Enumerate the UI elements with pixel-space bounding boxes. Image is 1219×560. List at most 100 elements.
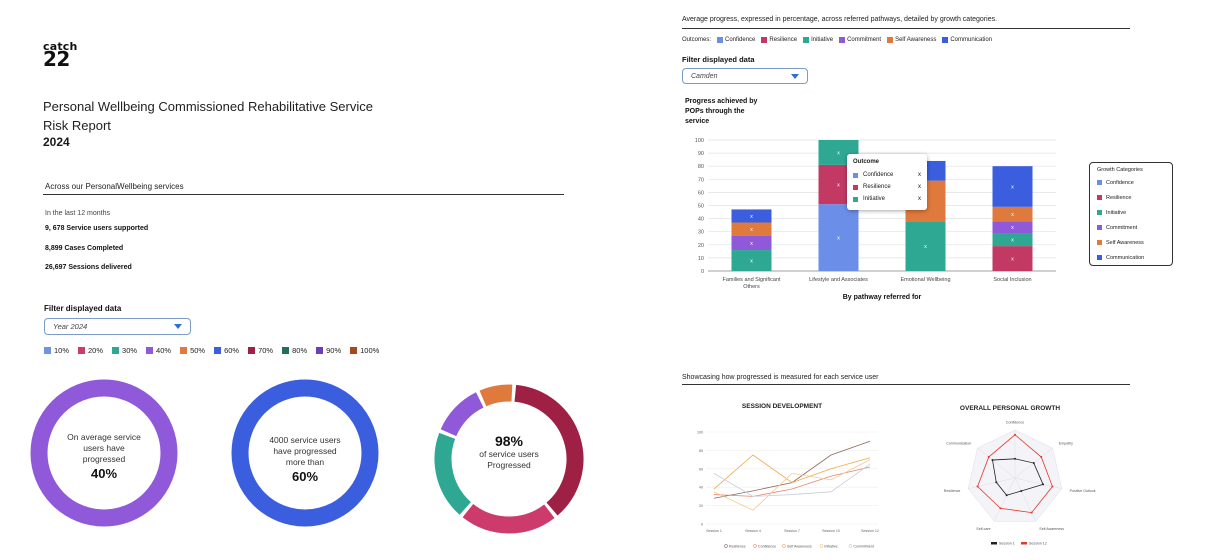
pct-legend-label: 50% (190, 346, 206, 355)
line-legend-marker (724, 544, 728, 548)
growth-legend-label: Initiative (1106, 209, 1127, 216)
bar-chart-title-line: POPs through the (685, 108, 745, 115)
bar-chart-title-line: service (685, 118, 709, 125)
pct-legend-item: 10% (44, 346, 69, 355)
bar-x-tick: Lifestyle and Associates (809, 277, 868, 283)
legend-swatch (180, 347, 188, 354)
bar-segment[interactable] (818, 204, 859, 271)
donut-average-value: 40% (90, 466, 118, 481)
bar-segment[interactable] (992, 206, 1033, 222)
growth-legend-item: Commitment (1097, 220, 1165, 235)
outcomes-label: Outcomes: (682, 37, 712, 43)
radar-axis-label: Confidence (1006, 421, 1024, 425)
tooltip-row-mark: x (918, 196, 921, 202)
line-series (713, 440, 871, 499)
legend-swatch (803, 37, 810, 43)
bar-x-tick: Emotional Wellbeing (900, 277, 950, 283)
line-series (713, 454, 871, 490)
pct-legend-item: 100% (350, 346, 379, 355)
bar-y-tick: 20 (698, 243, 704, 249)
growth-legend-label: Confidence (1106, 179, 1134, 186)
bar-segment-mark: x (1011, 185, 1014, 191)
chevron-down-icon (791, 73, 799, 79)
line-series (713, 459, 871, 511)
donut-users-value: 60% (291, 469, 319, 484)
donut-progressed-text-1: of service users (479, 449, 539, 459)
pct-legend-label: 100% (360, 346, 380, 355)
radar-point (1040, 456, 1043, 459)
legend-swatch (853, 172, 858, 178)
bar-y-tick: 40 (698, 217, 704, 223)
pct-legend-item: 80% (282, 346, 307, 355)
report-title-line-1: Personal Wellbeing Commissioned Rehabili… (43, 99, 373, 114)
line-legend-label: Self Awareness (787, 544, 812, 548)
legend-swatch (1097, 210, 1102, 215)
radar-legend-swatch (991, 542, 997, 545)
radar-point (999, 507, 1002, 510)
pathway-divider (682, 28, 1130, 29)
pct-legend-item: 50% (180, 346, 205, 355)
legend-swatch (761, 37, 768, 43)
bar-segment[interactable] (731, 250, 772, 271)
bar-segment[interactable] (992, 166, 1033, 207)
radar-point (1051, 485, 1054, 488)
legend-swatch (1097, 240, 1102, 245)
bar-segment[interactable] (731, 235, 772, 251)
growth-legend-label: Communication (1106, 254, 1145, 261)
summary-heading: Across our PersonalWellbeing services (45, 182, 184, 191)
bar-x-tick: Others (743, 284, 760, 290)
bar-segment[interactable] (992, 221, 1033, 234)
bar-segment[interactable] (731, 209, 772, 223)
outcome-legend-item: Initiative (803, 37, 833, 43)
donut-average-text-2: users have (83, 443, 125, 453)
radar-axis-label: Self-care (976, 527, 990, 531)
growth-legend-title: Growth Categories (1097, 167, 1143, 173)
legend-swatch (1097, 195, 1102, 200)
bar-x-tick: Social Inclusion (993, 277, 1031, 283)
outcome-legend-label: Communication (950, 37, 993, 43)
bar-y-tick: 0 (701, 269, 704, 275)
bar-x-label: By pathway referred for (843, 294, 922, 301)
line-y-tick: 40 (699, 486, 703, 490)
radar-chart-title: OVERALL PERSONAL GROWTH (960, 405, 1060, 412)
pct-legend-item: 70% (248, 346, 273, 355)
radar-spoke (977, 447, 1016, 479)
pct-legend-label: 40% (156, 346, 172, 355)
legend-swatch (887, 37, 894, 43)
donut-ring-users (231, 379, 379, 527)
radar-spoke (993, 477, 1016, 522)
bar-segment-mark: x (1011, 257, 1014, 263)
bar-segment-mark: x (750, 214, 753, 220)
bar-segment[interactable] (905, 221, 946, 271)
bar-segment-mark: x (837, 236, 840, 242)
chevron-down-icon (174, 324, 182, 329)
session-development-line-chart: SESSION DEVELOPMENT 0 20 40 60 80 100 Session 1… (697, 403, 879, 548)
legend-swatch (112, 347, 120, 354)
pct-legend-item: 40% (146, 346, 171, 355)
stat-sessions-delivered: 26,697 Sessions delivered (45, 264, 132, 271)
tooltip-row: Initiative x (853, 193, 921, 205)
growth-legend-item: Initiative (1097, 205, 1165, 220)
radar-spoke (1014, 477, 1037, 522)
bar-segment[interactable] (731, 222, 772, 236)
legend-swatch (1097, 225, 1102, 230)
line-x-tick: Session 10 (822, 529, 840, 533)
bar-segment-mark: x (1011, 238, 1014, 244)
legend-swatch (853, 196, 858, 202)
measure-divider (682, 384, 1130, 385)
catch22-logo: catch 22 (43, 41, 78, 70)
donut-average-label: On average service users have progressed… (54, 432, 154, 481)
growth-legend-item: Confidence (1097, 175, 1165, 190)
borough-filter-dropdown[interactable]: Camden (682, 68, 808, 84)
bar-segment[interactable] (992, 246, 1033, 271)
growth-legend-label: Self Awareness (1106, 239, 1144, 246)
bar-y-tick: 50 (698, 204, 704, 210)
year-filter-dropdown[interactable]: Year 2024 (44, 318, 191, 335)
tooltip-row-mark: x (918, 184, 921, 190)
growth-legend-label: Commitment (1106, 224, 1138, 231)
pct-legend-label: 90% (326, 346, 342, 355)
bar-segment[interactable] (992, 233, 1033, 247)
outcome-legend-label: Confidence (725, 37, 756, 43)
donut-segment (440, 392, 484, 437)
percentage-legend: 10% 20% 30% 40% 50% 60% 70% 80% 90% 100% (44, 346, 379, 355)
